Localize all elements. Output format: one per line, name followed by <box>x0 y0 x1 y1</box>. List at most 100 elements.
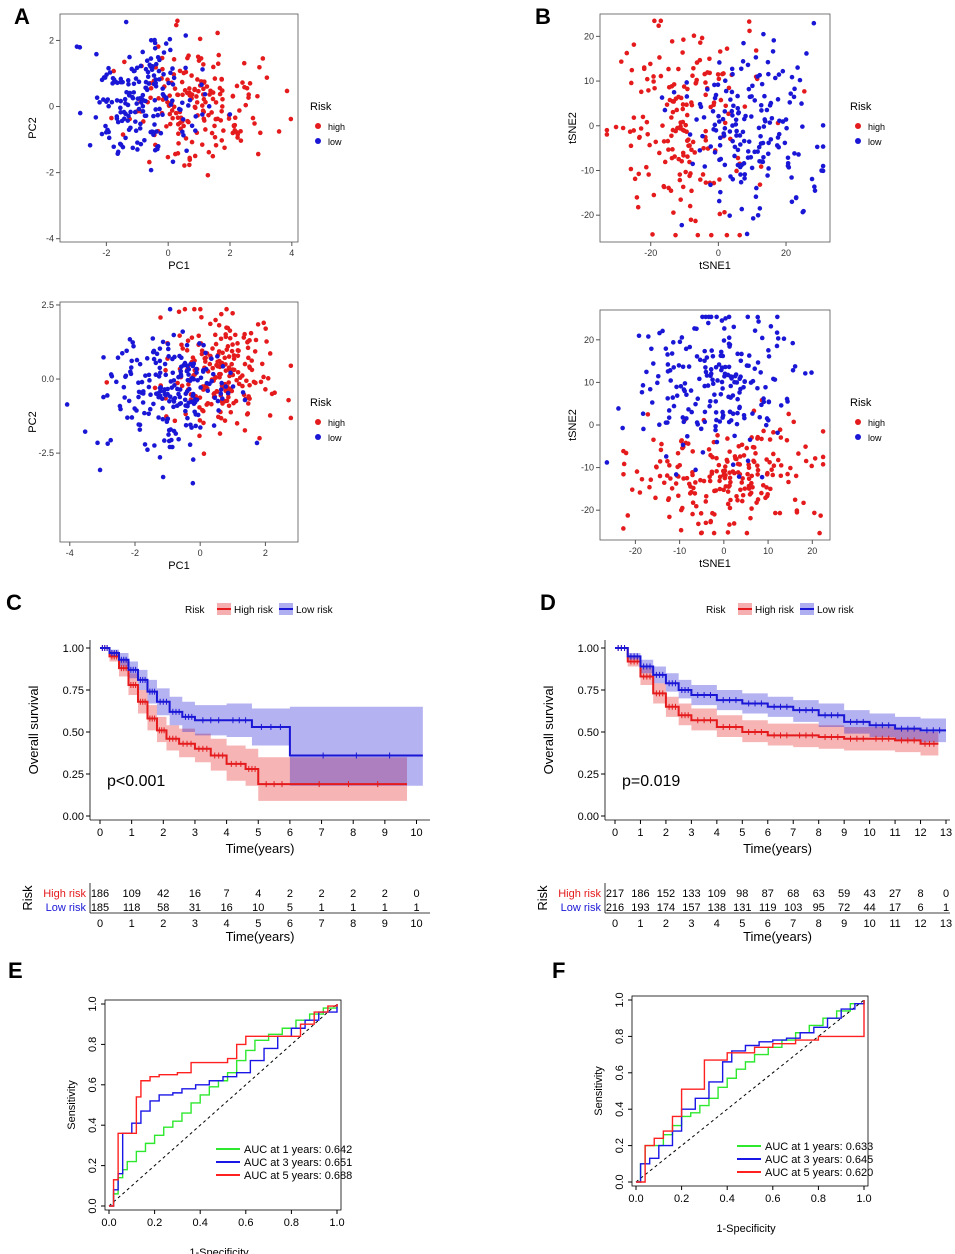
scatter-point-low <box>708 144 713 149</box>
scatter-point-low <box>132 109 138 115</box>
scatter-point-high <box>739 442 745 448</box>
scatter-point-low <box>141 389 146 394</box>
scatter-point-high <box>163 367 168 373</box>
y-axis-label: PC2 <box>27 411 39 432</box>
scatter-point-high <box>634 195 640 200</box>
scatter-point-low <box>166 432 171 437</box>
scatter-point-low <box>768 137 774 142</box>
scatter-point-low <box>128 365 134 370</box>
scatter-point-low <box>179 100 185 106</box>
scatter-point-low <box>712 122 718 128</box>
scatter-point-low <box>198 375 204 381</box>
scatter-point-high <box>181 123 186 129</box>
scatter-point-high <box>637 134 642 140</box>
scatter-point-high <box>647 484 652 490</box>
scatter-point-high <box>175 380 180 386</box>
scatter-point-high <box>725 501 731 507</box>
scatter-point-high <box>213 100 219 105</box>
scatter-point-low <box>721 131 727 136</box>
scatter-point-low <box>106 65 111 71</box>
legend-swatch-low <box>315 434 321 440</box>
scatter-point-low <box>197 341 202 346</box>
scatter-point-low <box>749 114 754 119</box>
scatter-point-high <box>703 520 709 526</box>
scatter-point-high <box>240 383 245 389</box>
x-tick-label: -2 <box>102 248 110 258</box>
scatter-point-low <box>171 332 177 338</box>
roc-frame-F <box>631 995 869 1187</box>
scatter-point-high <box>628 143 634 149</box>
scatter-point-low <box>687 132 693 137</box>
scatter-point-low <box>189 425 194 430</box>
scatter-point-low <box>703 369 709 375</box>
scatter-point-low <box>163 41 169 46</box>
scatter-point-high <box>265 376 271 381</box>
scatter-point-high <box>684 475 690 481</box>
scatter-point-high <box>232 332 238 338</box>
y-tick-label: 0.0 <box>614 1174 626 1189</box>
scatter-point-high <box>801 500 806 506</box>
scatter-point-high <box>197 405 202 410</box>
scatter-point-high <box>638 126 644 131</box>
scatter-point-high <box>634 469 640 474</box>
scatter-point-high <box>653 495 658 501</box>
scatter-point-low <box>698 104 704 110</box>
scatter-point-high <box>185 338 191 344</box>
scatter-point-low <box>154 351 160 357</box>
risk-table-row-label: High risk <box>558 888 601 900</box>
scatter-point-high <box>727 449 732 454</box>
x-tick-label: 3 <box>192 827 198 839</box>
risk-table-cell: 43 <box>863 888 875 900</box>
scatter-point-high <box>740 476 745 481</box>
scatter-point-low <box>649 346 654 352</box>
scatter-point-low <box>665 369 671 374</box>
risk-table-ylabel: Risk <box>20 885 35 911</box>
scatter-point-high <box>267 351 273 356</box>
x-tick-label: 0 <box>97 827 103 839</box>
scatter-point-high <box>722 468 728 474</box>
scatter-point-high <box>677 172 683 177</box>
scatter-point-high <box>685 86 690 92</box>
y-tick-label: 0.6 <box>614 1065 626 1080</box>
x-tick-label: 0.8 <box>811 1193 826 1205</box>
scatter-point-low <box>766 71 771 77</box>
scatter-point-low <box>140 103 146 109</box>
risk-table-cell: 133 <box>682 888 700 900</box>
scatter-point-high <box>715 72 721 77</box>
scatter-point-high <box>224 306 229 312</box>
scatter-point-high <box>152 385 158 391</box>
legend-swatch-low <box>855 434 861 440</box>
scatter-point-low <box>773 75 778 81</box>
scatter-point-low <box>128 369 133 375</box>
x-tick-label: 20 <box>807 546 817 556</box>
scatter-point-low <box>157 365 163 371</box>
scatter-point-high <box>195 54 201 60</box>
legend-swatch-low <box>315 138 321 144</box>
scatter-point-low <box>736 474 742 479</box>
scatter-point-low <box>145 74 151 80</box>
scatter-point-high <box>793 473 799 479</box>
y-tick-label: 1.0 <box>614 992 626 1007</box>
scatter-point-low <box>758 370 763 375</box>
scatter-point-high <box>674 107 680 113</box>
scatter-point-low <box>708 367 714 372</box>
scatter-point-low <box>673 472 679 477</box>
scatter-point-high <box>738 487 743 493</box>
scatter-point-high <box>196 88 201 94</box>
scatter-point-low <box>700 133 705 139</box>
scatter-point-high <box>627 129 633 135</box>
scatter-point-low <box>137 422 143 428</box>
scatter-point-low <box>744 363 750 368</box>
scatter-point-high <box>231 400 236 406</box>
risk-table-cell: 109 <box>122 888 140 900</box>
scatter-point-low <box>761 124 767 129</box>
panel-letter-D: D <box>540 590 556 615</box>
risk-table-cell: 5 <box>287 902 293 914</box>
risk-table-cell: 185 <box>91 902 109 914</box>
x-tick-label: 2 <box>663 827 669 839</box>
scatter-point-low <box>674 384 679 390</box>
scatter-point-high <box>625 513 631 518</box>
scatter-point-low <box>168 70 173 76</box>
risk-table-cell: 1 <box>413 902 419 914</box>
scatter-point-low <box>191 376 197 382</box>
